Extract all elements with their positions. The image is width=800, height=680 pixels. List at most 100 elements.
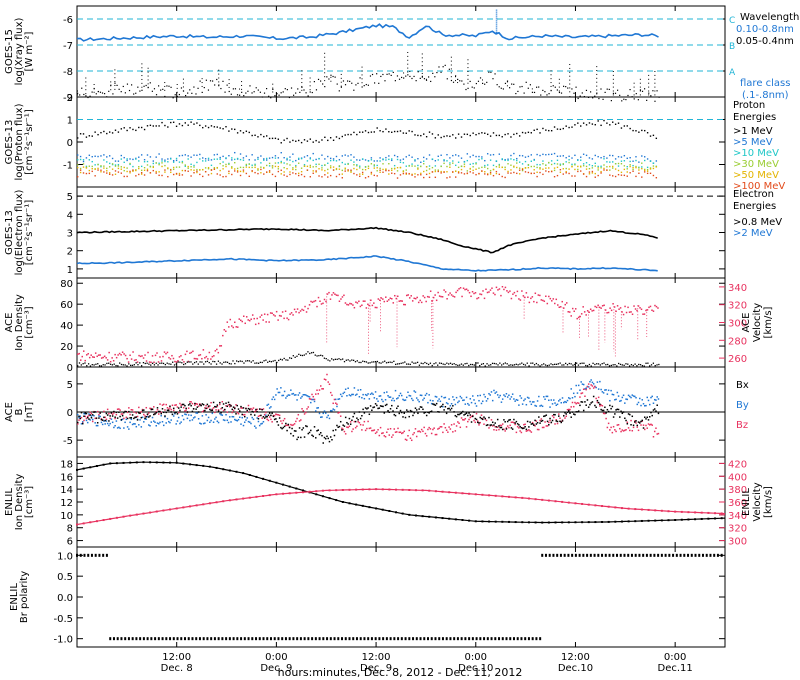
series-point-velocity — [213, 355, 215, 357]
series-point-b — [641, 399, 644, 401]
series-point-density — [435, 362, 437, 364]
series-point-b — [133, 411, 135, 413]
series-point-proton — [428, 176, 431, 179]
series-point-polarity — [520, 637, 523, 641]
series-point-b — [166, 406, 169, 409]
series-point-b — [508, 394, 510, 397]
series-point-polarity — [660, 553, 663, 557]
y2-tick-label: 420 — [728, 459, 747, 470]
series-point-density — [312, 351, 315, 354]
series-point-proton — [556, 128, 559, 130]
series-point-b — [427, 411, 429, 413]
series-point-velocity — [216, 348, 218, 351]
series-point-enlil — [481, 493, 484, 496]
series-point-polarity — [262, 637, 265, 641]
series-point-b — [523, 399, 525, 402]
series-point-density — [488, 364, 490, 366]
series-point-b — [457, 421, 459, 423]
series-point-proton — [175, 125, 178, 128]
series-point-b — [463, 414, 465, 416]
series-point-b — [128, 410, 130, 413]
series-point-density — [320, 354, 322, 356]
series-point-proton — [257, 158, 259, 160]
series-point-proton — [460, 168, 463, 171]
series-point-b — [624, 417, 626, 420]
series-point-b — [420, 394, 423, 397]
series-point-proton — [620, 127, 623, 129]
series-point-b — [640, 420, 642, 423]
series-point-b — [351, 419, 353, 422]
series-point-b — [226, 419, 229, 422]
series-point-b — [363, 397, 366, 400]
series-point-b — [520, 397, 523, 399]
series-point-proton — [428, 131, 431, 133]
series-point-b — [190, 401, 192, 403]
series-point-density — [217, 360, 220, 362]
series-point-b — [118, 426, 120, 429]
y-axis-label: log(Proton flux) — [14, 103, 25, 180]
series-point-xray-short — [506, 81, 508, 83]
series-point-b — [505, 393, 508, 395]
series-point-b — [445, 402, 448, 404]
series-point-xray-short — [371, 73, 374, 76]
series-point-xray-short — [85, 89, 87, 91]
series-point-xray-short — [376, 73, 378, 75]
series-point-proton — [533, 129, 535, 131]
series-point-velocity — [192, 350, 194, 353]
series-point-proton — [91, 135, 93, 137]
series-point-polarity — [195, 637, 198, 641]
series-point-b — [453, 411, 455, 413]
series-point-proton — [126, 129, 128, 132]
series-point-density — [541, 364, 543, 366]
panel-frame — [76, 546, 726, 648]
series-point-proton — [236, 169, 239, 172]
series-point-b — [582, 388, 585, 391]
series-point-b — [529, 421, 531, 423]
series-point-b — [585, 388, 587, 391]
series-point-b — [460, 417, 463, 419]
series-point-enlil — [581, 521, 584, 524]
series-point-proton — [117, 160, 120, 162]
series-point-velocity — [482, 290, 484, 292]
series-point-enlil — [235, 470, 238, 473]
series-point-polarity — [157, 637, 160, 641]
series-point-enlil — [441, 490, 444, 493]
series-point-b — [429, 410, 432, 413]
series-point-b — [171, 404, 174, 407]
series-point-b — [252, 418, 255, 421]
series-point-enlil — [388, 510, 391, 512]
series-point-b — [292, 435, 295, 437]
series-point-polarity — [288, 637, 291, 641]
series-point-proton — [614, 158, 617, 160]
series-point-polarity — [604, 553, 607, 557]
series-point-proton — [641, 166, 643, 168]
series-point-b — [263, 413, 266, 416]
series-point-xray-short — [85, 77, 87, 79]
series-point-velocity — [355, 301, 357, 303]
series-point-b — [240, 423, 242, 425]
series-point-proton — [597, 167, 599, 169]
series-point-proton — [193, 164, 195, 167]
series-point-b — [204, 409, 206, 412]
series-point-xray-short — [185, 94, 187, 97]
series-point-polarity — [638, 553, 641, 557]
series-point-density — [272, 360, 274, 362]
series-point-b — [241, 413, 243, 416]
series-point-velocity — [266, 313, 269, 316]
series-point-velocity — [290, 312, 293, 314]
series-point-b — [286, 395, 288, 397]
series-point-polarity — [198, 637, 201, 641]
series-point-proton — [100, 171, 102, 173]
series-point-b — [185, 413, 187, 416]
series-point-proton — [295, 140, 297, 142]
series-point-b — [415, 409, 418, 411]
series-point-proton — [236, 157, 239, 160]
series-point-velocity — [530, 297, 532, 300]
series-point-xray-short — [180, 87, 183, 89]
series-point-b — [219, 412, 221, 415]
series-point-b — [438, 398, 440, 400]
series-point-enlil — [255, 495, 258, 498]
series-point-density — [420, 362, 422, 364]
series-point-enlil — [195, 504, 198, 507]
series-point-proton — [350, 171, 352, 173]
